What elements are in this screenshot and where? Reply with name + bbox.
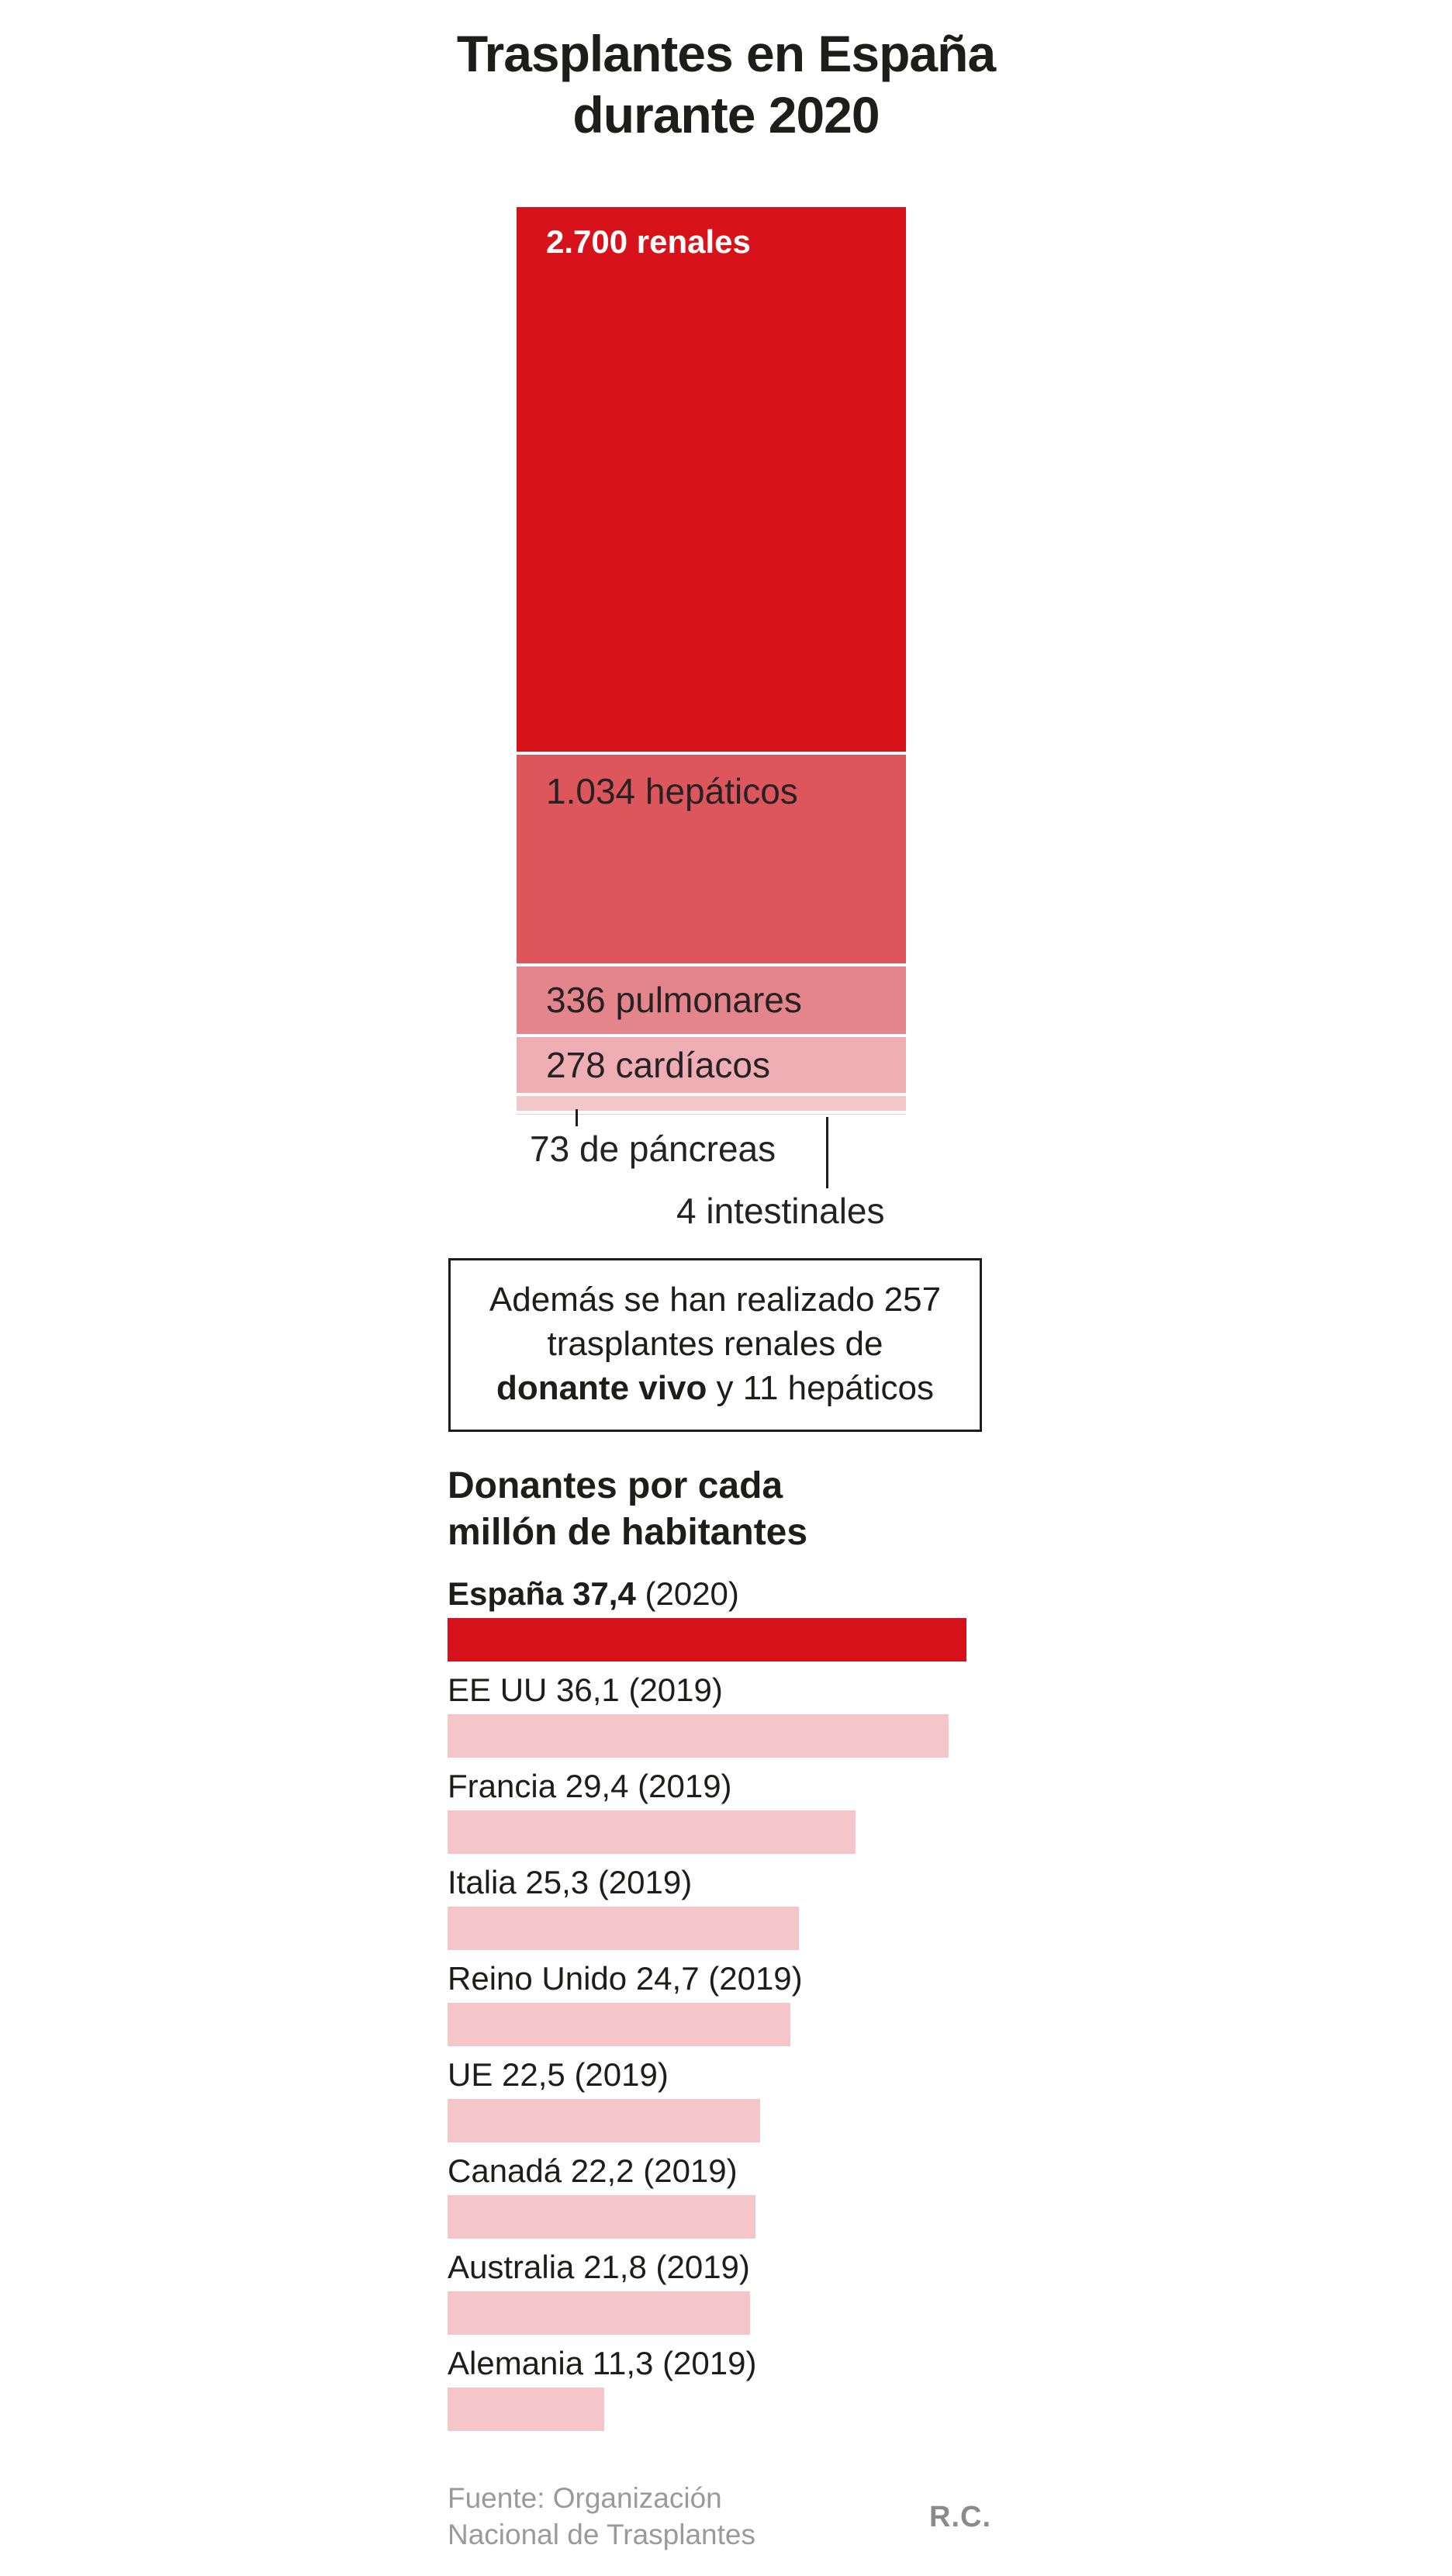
donor-bar (448, 1618, 966, 1661)
stack-segment-label: 1.034 hepáticos (546, 771, 798, 811)
donor-year: (2020) (645, 1575, 739, 1612)
page-title-line1: Trasplantes en España (456, 25, 996, 82)
donor-row-label: UE 22,5 (2019) (448, 2056, 990, 2094)
stack-segment-label: 278 cardíacos (546, 1044, 770, 1085)
donor-row-España: España 37,4 (2020) (448, 1575, 990, 1661)
donor-row-Italia: Italia 25,3 (2019) (448, 1863, 990, 1950)
donor-row-label: Francia 29,4 (2019) (448, 1767, 990, 1806)
donor-country-value: Italia 25,3 (448, 1864, 598, 1900)
page-title-line2: durante 2020 (572, 86, 880, 144)
donor-country-value: UE 22,5 (448, 2056, 575, 2093)
stack-segment-label: 2.700 renales (546, 223, 751, 260)
source-note: Fuente: Organización Nacional de Traspla… (448, 2481, 755, 2553)
donors-heading: Donantes por cada millón de habitantes (448, 1463, 807, 1557)
donor-year: (2019) (662, 2345, 757, 2381)
donor-row-Reino-Unido: Reino Unido 24,7 (2019) (448, 1959, 990, 2046)
donor-row-Australia: Australia 21,8 (2019) (448, 2248, 990, 2335)
donor-country-value: Australia 21,8 (448, 2249, 656, 2285)
donor-row-label: España 37,4 (2020) (448, 1575, 990, 1613)
note-box: Además se han realizado 257 trasplantes … (448, 1258, 982, 1432)
donor-year: (2019) (708, 1960, 803, 1997)
donor-year: (2019) (597, 1864, 693, 1900)
donor-year: (2019) (574, 2056, 669, 2093)
donor-row-label: Italia 25,3 (2019) (448, 1863, 990, 1902)
donor-year: (2019) (643, 2152, 738, 2189)
donor-bar (448, 2388, 604, 2431)
note-line1: Además se han realizado 257 (489, 1281, 942, 1319)
stack-segment-label: 336 pulmonares (546, 980, 802, 1021)
donor-year: (2019) (655, 2249, 750, 2285)
stack-segment-renales: 2.700 renales (517, 207, 906, 752)
pancreas-tick-line (576, 1109, 578, 1126)
donor-bar (448, 2099, 760, 2142)
donors-heading-line1: Donantes por cada (448, 1465, 783, 1506)
intestinales-leader-line (826, 1117, 828, 1188)
note-line2: trasplantes renales de (547, 1325, 883, 1364)
donor-row-Francia: Francia 29,4 (2019) (448, 1767, 990, 1854)
donor-row-Alemania: Alemania 11,3 (2019) (448, 2344, 990, 2431)
stack-segment-cardíacos: 278 cardíacos (517, 1037, 906, 1093)
donor-row-label: Canadá 22,2 (2019) (448, 2152, 990, 2190)
donor-year: (2019) (638, 1768, 732, 1804)
note-line3-rest: y 11 hepáticos (707, 1369, 935, 1408)
donor-year: (2019) (628, 1672, 723, 1708)
donor-country-value: Alemania 11,3 (448, 2345, 663, 2381)
credit-label: R.C. (929, 2501, 991, 2533)
donor-row-label: Australia 21,8 (2019) (448, 2248, 990, 2287)
donor-country-value: España 37,4 (448, 1575, 645, 1612)
donors-heading-line2: millón de habitantes (448, 1512, 808, 1554)
stack-segment-pulmonares: 336 pulmonares (517, 966, 906, 1034)
donor-rows: España 37,4 (2020) EE UU 36,1 (2019) Franc… (448, 1575, 990, 2440)
donor-country-value: Francia 29,4 (448, 1768, 638, 1804)
donor-country-value: Reino Unido 24,7 (448, 1960, 709, 1997)
donor-country-value: Canadá 22,2 (448, 2152, 644, 2189)
donor-row-EE-UU: EE UU 36,1 (2019) (448, 1671, 990, 1758)
donor-row-label: Reino Unido 24,7 (2019) (448, 1959, 990, 1998)
donor-bar (448, 1810, 856, 1854)
donor-bar (448, 1907, 799, 1950)
intestinales-callout-label: 4 intestinales (676, 1191, 885, 1231)
stack-segment-intestinales (517, 1114, 906, 1115)
page-title: Trasplantes en España durante 2020 (261, 23, 1191, 146)
donor-bar (448, 1714, 949, 1758)
donor-row-Canadá: Canadá 22,2 (2019) (448, 2152, 990, 2239)
donor-row-label: Alemania 11,3 (2019) (448, 2344, 990, 2383)
donor-bar (448, 2291, 750, 2335)
source-line1: Fuente: Organización (448, 2482, 722, 2514)
stacked-bar: 2.700 renales 1.034 hepáticos 336 pulmonar… (517, 207, 906, 1115)
donor-row-UE: UE 22,5 (2019) (448, 2056, 990, 2142)
note-line3-bold: donante vivo (496, 1369, 707, 1408)
stack-segment-de-páncreas (517, 1096, 906, 1111)
donor-bar (448, 2003, 790, 2046)
donor-bar (448, 2195, 755, 2239)
pancreas-callout-label: 73 de páncreas (530, 1129, 776, 1169)
source-line2: Nacional de Trasplantes (448, 2518, 755, 2550)
stack-segment-hepáticos: 1.034 hepáticos (517, 755, 906, 963)
donor-row-label: EE UU 36,1 (2019) (448, 1671, 990, 1710)
donor-country-value: EE UU 36,1 (448, 1672, 629, 1708)
